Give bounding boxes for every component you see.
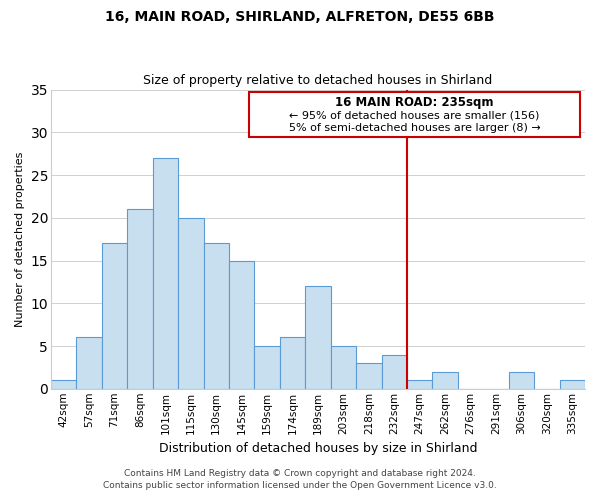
Bar [152, 158, 178, 389]
Bar [178, 218, 203, 389]
Bar [76, 338, 102, 389]
Y-axis label: Number of detached properties: Number of detached properties [15, 152, 25, 327]
Bar [560, 380, 585, 389]
Text: 16, MAIN ROAD, SHIRLAND, ALFRETON, DE55 6BB: 16, MAIN ROAD, SHIRLAND, ALFRETON, DE55 … [105, 10, 495, 24]
Text: Contains HM Land Registry data © Crown copyright and database right 2024.
Contai: Contains HM Land Registry data © Crown c… [103, 468, 497, 490]
Bar [229, 260, 254, 389]
Text: ← 95% of detached houses are smaller (156): ← 95% of detached houses are smaller (15… [289, 110, 540, 120]
Bar [509, 372, 534, 389]
Bar [203, 244, 229, 389]
Text: 16 MAIN ROAD: 235sqm: 16 MAIN ROAD: 235sqm [335, 96, 494, 109]
Bar [280, 338, 305, 389]
Bar [102, 244, 127, 389]
Bar [305, 286, 331, 389]
Title: Size of property relative to detached houses in Shirland: Size of property relative to detached ho… [143, 74, 493, 87]
Bar [382, 354, 407, 389]
Bar [356, 363, 382, 389]
Text: 5% of semi-detached houses are larger (8) →: 5% of semi-detached houses are larger (8… [289, 123, 541, 133]
Bar [331, 346, 356, 389]
Bar [407, 380, 433, 389]
X-axis label: Distribution of detached houses by size in Shirland: Distribution of detached houses by size … [159, 442, 477, 455]
Bar [51, 380, 76, 389]
Bar [433, 372, 458, 389]
FancyBboxPatch shape [250, 92, 580, 136]
Bar [127, 209, 152, 389]
Bar [254, 346, 280, 389]
